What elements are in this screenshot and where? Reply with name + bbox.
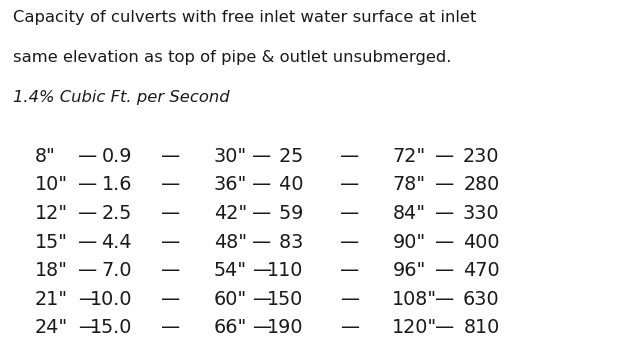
Text: —: — bbox=[156, 204, 186, 223]
Text: 1.4% Cubic Ft. per Second: 1.4% Cubic Ft. per Second bbox=[13, 90, 230, 105]
Text: 25: 25 bbox=[273, 147, 303, 166]
Text: —: — bbox=[246, 233, 277, 252]
Text: —: — bbox=[78, 318, 97, 337]
Text: 190: 190 bbox=[267, 318, 303, 337]
Text: 7.0: 7.0 bbox=[101, 261, 132, 280]
Text: 10.0: 10.0 bbox=[89, 290, 132, 309]
Text: 15": 15" bbox=[35, 233, 68, 252]
Text: 400: 400 bbox=[463, 233, 500, 252]
Text: 72": 72" bbox=[392, 147, 426, 166]
Text: 15.0: 15.0 bbox=[90, 318, 132, 337]
Text: 84": 84" bbox=[392, 204, 426, 223]
Text: —: — bbox=[252, 261, 271, 280]
Text: 4.4: 4.4 bbox=[101, 233, 132, 252]
Text: —: — bbox=[334, 175, 365, 194]
Text: —: — bbox=[78, 290, 97, 309]
Text: 30": 30" bbox=[214, 147, 247, 166]
Text: 230: 230 bbox=[463, 147, 500, 166]
Text: —: — bbox=[340, 290, 359, 309]
Text: 54": 54" bbox=[214, 261, 247, 280]
Text: 2.5: 2.5 bbox=[102, 204, 132, 223]
Text: —: — bbox=[429, 175, 460, 194]
Text: 83: 83 bbox=[272, 233, 303, 252]
Text: —: — bbox=[72, 261, 103, 280]
Text: —: — bbox=[429, 261, 460, 280]
Text: 470: 470 bbox=[463, 261, 500, 280]
Text: —: — bbox=[334, 261, 365, 280]
Text: —: — bbox=[340, 318, 359, 337]
Text: 60": 60" bbox=[214, 290, 247, 309]
Text: 110: 110 bbox=[267, 261, 303, 280]
Text: 810: 810 bbox=[463, 318, 500, 337]
Text: —: — bbox=[72, 147, 103, 166]
Text: 78": 78" bbox=[392, 175, 426, 194]
Text: —: — bbox=[246, 147, 277, 166]
Text: —: — bbox=[429, 204, 460, 223]
Text: 1.6: 1.6 bbox=[101, 175, 132, 194]
Text: —: — bbox=[72, 233, 103, 252]
Text: 42": 42" bbox=[214, 204, 247, 223]
Text: —: — bbox=[252, 318, 271, 337]
Text: —: — bbox=[72, 175, 103, 194]
Text: 108": 108" bbox=[392, 290, 438, 309]
Text: 24": 24" bbox=[35, 318, 68, 337]
Text: 630: 630 bbox=[463, 290, 500, 309]
Text: —: — bbox=[429, 318, 460, 337]
Text: 8": 8" bbox=[35, 147, 56, 166]
Text: —: — bbox=[156, 290, 186, 309]
Text: —: — bbox=[334, 204, 365, 223]
Text: 59: 59 bbox=[272, 204, 303, 223]
Text: —: — bbox=[72, 204, 103, 223]
Text: 10": 10" bbox=[35, 175, 68, 194]
Text: —: — bbox=[156, 233, 186, 252]
Text: 12": 12" bbox=[35, 204, 68, 223]
Text: —: — bbox=[334, 233, 365, 252]
Text: —: — bbox=[334, 147, 365, 166]
Text: 21": 21" bbox=[35, 290, 68, 309]
Text: 280: 280 bbox=[463, 175, 500, 194]
Text: 36": 36" bbox=[214, 175, 247, 194]
Text: 18": 18" bbox=[35, 261, 68, 280]
Text: —: — bbox=[429, 233, 460, 252]
Text: same elevation as top of pipe & outlet unsubmerged.: same elevation as top of pipe & outlet u… bbox=[13, 50, 451, 65]
Text: —: — bbox=[156, 175, 186, 194]
Text: 48": 48" bbox=[214, 233, 247, 252]
Text: —: — bbox=[429, 290, 460, 309]
Text: 96": 96" bbox=[392, 261, 426, 280]
Text: 0.9: 0.9 bbox=[101, 147, 132, 166]
Text: —: — bbox=[156, 261, 186, 280]
Text: 66": 66" bbox=[214, 318, 247, 337]
Text: Capacity of culverts with free inlet water surface at inlet: Capacity of culverts with free inlet wat… bbox=[13, 10, 476, 25]
Text: —: — bbox=[156, 318, 186, 337]
Text: 330: 330 bbox=[463, 204, 500, 223]
Text: 40: 40 bbox=[272, 175, 303, 194]
Text: —: — bbox=[156, 147, 186, 166]
Text: —: — bbox=[429, 147, 460, 166]
Text: 120": 120" bbox=[392, 318, 438, 337]
Text: —: — bbox=[252, 290, 271, 309]
Text: 150: 150 bbox=[267, 290, 303, 309]
Text: —: — bbox=[246, 175, 277, 194]
Text: 90": 90" bbox=[392, 233, 426, 252]
Text: —: — bbox=[246, 204, 277, 223]
